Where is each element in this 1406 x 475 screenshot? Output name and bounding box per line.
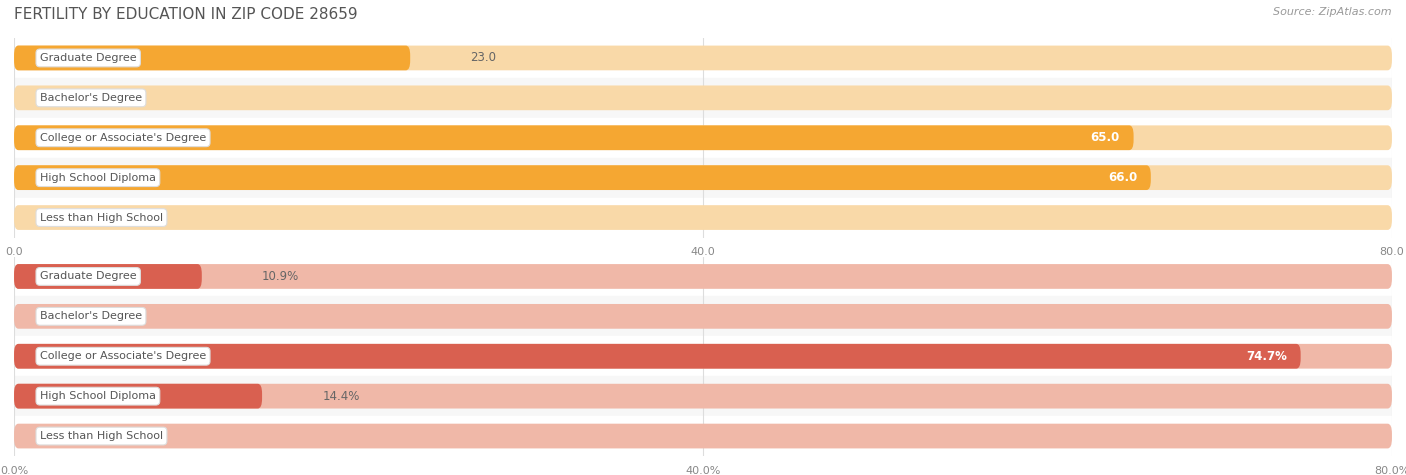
Text: 0.0: 0.0 <box>75 91 93 104</box>
FancyBboxPatch shape <box>14 205 1392 230</box>
FancyBboxPatch shape <box>14 125 1133 150</box>
Bar <box>14 38 1392 78</box>
FancyBboxPatch shape <box>14 264 1392 289</box>
FancyBboxPatch shape <box>14 424 1392 448</box>
FancyBboxPatch shape <box>14 86 1392 110</box>
Bar <box>14 416 1392 456</box>
Text: 23.0: 23.0 <box>471 51 496 65</box>
FancyBboxPatch shape <box>14 344 1392 369</box>
Text: College or Associate's Degree: College or Associate's Degree <box>39 351 207 361</box>
FancyBboxPatch shape <box>14 165 1152 190</box>
FancyBboxPatch shape <box>14 304 1392 329</box>
Text: High School Diploma: High School Diploma <box>39 172 156 183</box>
Text: High School Diploma: High School Diploma <box>39 391 156 401</box>
Text: 74.7%: 74.7% <box>1246 350 1286 363</box>
Text: 10.9%: 10.9% <box>262 270 299 283</box>
FancyBboxPatch shape <box>14 264 202 289</box>
Text: College or Associate's Degree: College or Associate's Degree <box>39 133 207 143</box>
Bar <box>14 256 1392 296</box>
Text: Less than High School: Less than High School <box>39 431 163 441</box>
FancyBboxPatch shape <box>14 46 1392 70</box>
FancyBboxPatch shape <box>14 384 1392 408</box>
Text: 14.4%: 14.4% <box>322 390 360 403</box>
Bar <box>14 296 1392 336</box>
Text: FERTILITY BY EDUCATION IN ZIP CODE 28659: FERTILITY BY EDUCATION IN ZIP CODE 28659 <box>14 7 357 22</box>
FancyBboxPatch shape <box>14 165 1392 190</box>
FancyBboxPatch shape <box>14 125 1392 150</box>
Text: Bachelor's Degree: Bachelor's Degree <box>39 311 142 322</box>
Bar <box>14 158 1392 198</box>
FancyBboxPatch shape <box>14 46 411 70</box>
Bar <box>14 118 1392 158</box>
Text: Graduate Degree: Graduate Degree <box>39 271 136 282</box>
Text: Graduate Degree: Graduate Degree <box>39 53 136 63</box>
Text: 65.0: 65.0 <box>1091 131 1119 144</box>
Text: Less than High School: Less than High School <box>39 212 163 223</box>
FancyBboxPatch shape <box>14 344 1301 369</box>
Text: 66.0: 66.0 <box>1108 171 1137 184</box>
Bar <box>14 376 1392 416</box>
Bar <box>14 78 1392 118</box>
Text: 0.0%: 0.0% <box>75 429 104 443</box>
Text: 0.0: 0.0 <box>75 211 93 224</box>
Text: Bachelor's Degree: Bachelor's Degree <box>39 93 142 103</box>
FancyBboxPatch shape <box>14 384 262 408</box>
Text: 0.0%: 0.0% <box>75 310 104 323</box>
Bar <box>14 336 1392 376</box>
Bar <box>14 198 1392 238</box>
Text: Source: ZipAtlas.com: Source: ZipAtlas.com <box>1274 7 1392 17</box>
